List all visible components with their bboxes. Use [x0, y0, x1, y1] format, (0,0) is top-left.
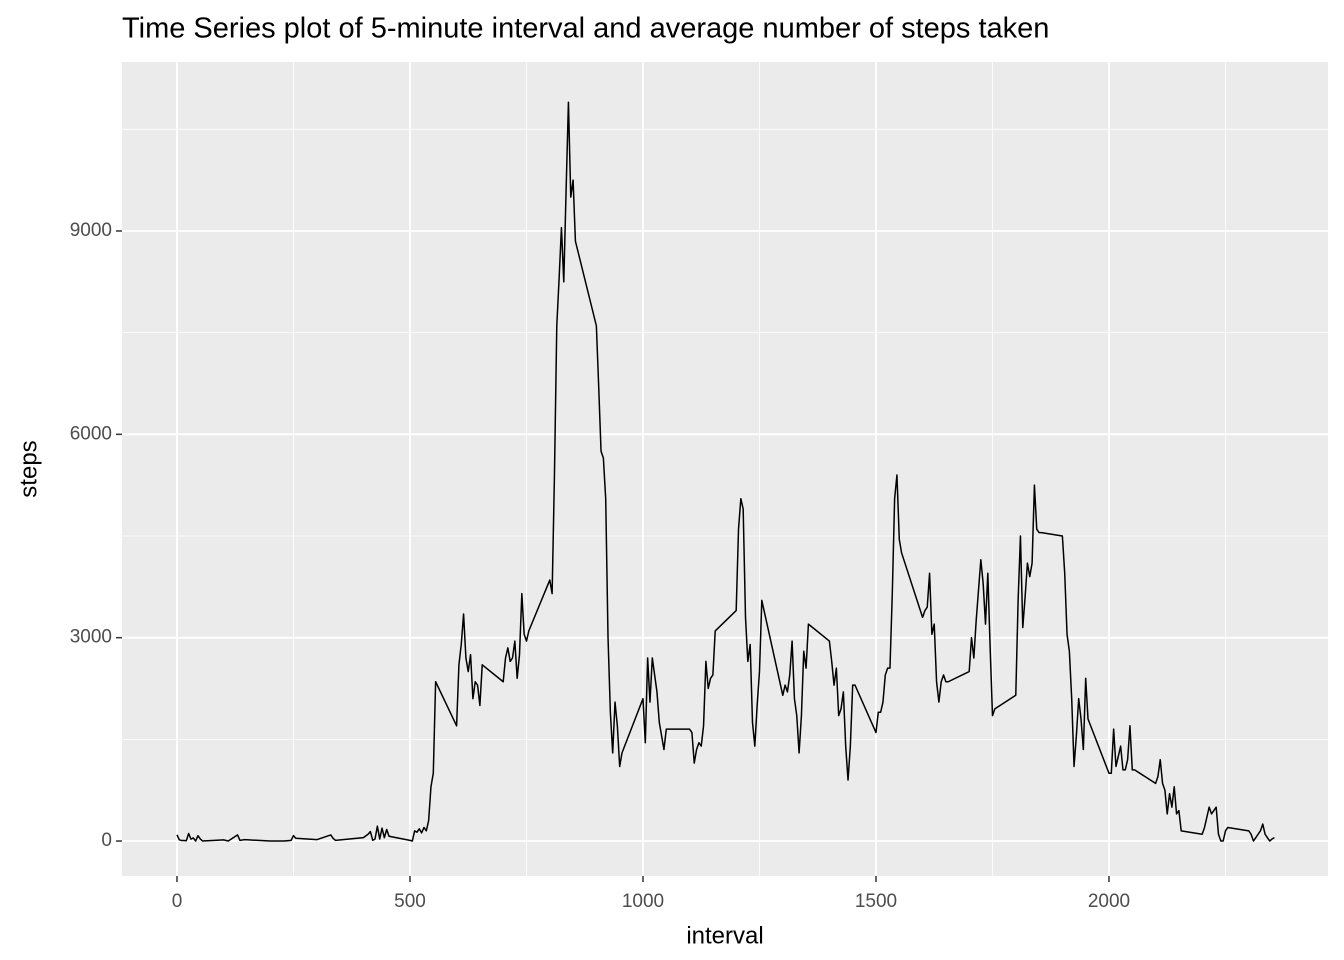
- y-tick-label: 0: [101, 830, 112, 851]
- x-tick-label: 1500: [855, 891, 897, 912]
- x-tick-label: 2000: [1088, 891, 1130, 912]
- x-tick-label: 500: [394, 891, 426, 912]
- chart-title: Time Series plot of 5-minute interval an…: [122, 13, 1049, 45]
- y-tick-label: 3000: [70, 627, 112, 648]
- x-tick-label: 0: [172, 891, 183, 912]
- x-axis-label: interval: [686, 922, 763, 949]
- y-tick-label: 9000: [70, 220, 112, 241]
- x-tick-label: 1000: [622, 891, 664, 912]
- plot-panel: [122, 62, 1328, 876]
- data-line: [176, 101, 1275, 842]
- y-tick-label: 6000: [70, 423, 112, 444]
- y-axis-label: steps: [15, 440, 42, 497]
